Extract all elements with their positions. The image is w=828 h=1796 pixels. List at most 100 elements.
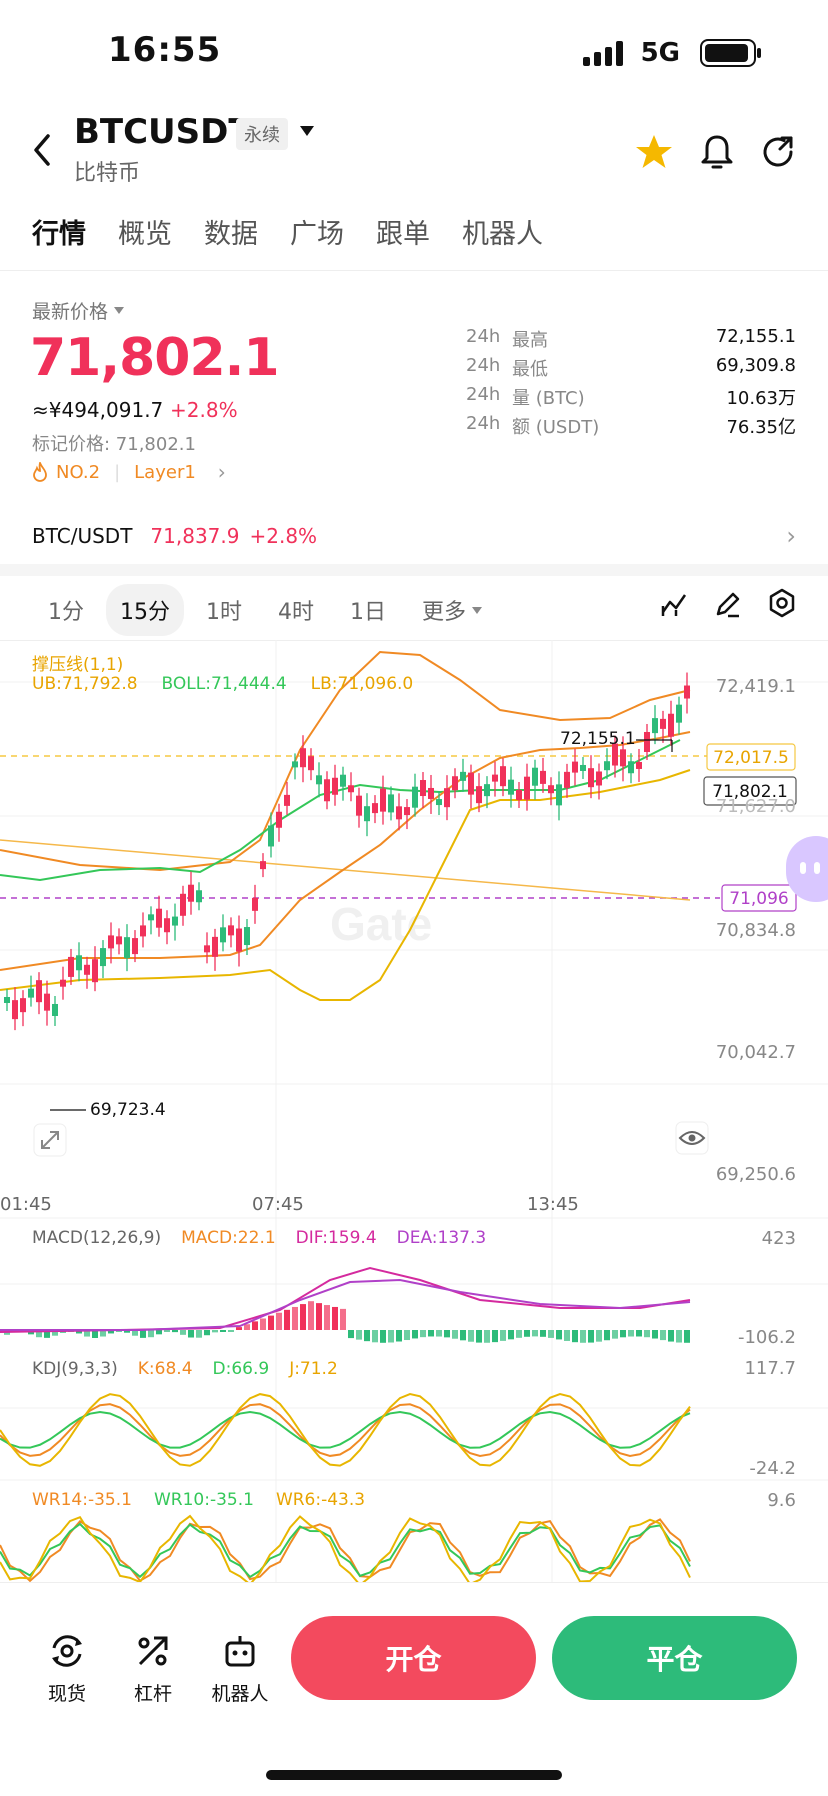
spot-pair-row[interactable]: BTC/USDT 71,837.9 +2.8% › — [32, 522, 796, 550]
tab-data[interactable]: 数据 — [204, 219, 258, 250]
candle-body — [220, 927, 226, 943]
wr14-value: WR14:-35.1 — [32, 1490, 132, 1510]
candle-body — [60, 979, 66, 987]
candle-body — [676, 704, 682, 723]
y-tick: 70,834.8 — [716, 920, 796, 941]
section-divider — [0, 564, 828, 576]
macd-bar — [676, 1330, 682, 1343]
pair-dropdown-icon[interactable] — [300, 126, 314, 136]
macd-bar — [596, 1330, 602, 1342]
macd-bar — [300, 1304, 306, 1330]
wr6-value: WR6:-43.3 — [275, 1490, 366, 1510]
candle-body — [36, 980, 42, 1003]
macd-bar — [356, 1330, 362, 1340]
last-price-label-text: 最新价格 — [32, 301, 109, 323]
candle-body — [492, 774, 498, 782]
nav-spot[interactable]: 现货 — [27, 1632, 107, 1706]
last-price: 71,802.1 — [30, 328, 280, 388]
pair-title[interactable]: BTCUSDT — [74, 112, 252, 152]
candle-body — [92, 959, 98, 983]
interval-divider — [0, 640, 828, 641]
macd-bar — [140, 1330, 146, 1338]
d-line — [0, 1410, 691, 1449]
candle-body — [412, 786, 418, 808]
expand-icon[interactable] — [33, 1123, 67, 1157]
bell-icon[interactable] — [697, 132, 737, 172]
candle-body — [660, 718, 666, 729]
draw-pen-icon[interactable] — [714, 590, 742, 618]
network-label: 5G — [640, 38, 680, 68]
macd-bar — [364, 1330, 370, 1342]
candle-body — [540, 770, 546, 784]
candle-body — [556, 784, 562, 806]
spot-pair: BTC/USDT — [32, 524, 133, 548]
chevron-right-icon: › — [786, 522, 796, 550]
nav-bot[interactable]: 机器人 — [200, 1632, 280, 1706]
macd-bar — [148, 1330, 154, 1338]
macd-bar — [236, 1327, 242, 1330]
interval-4h[interactable]: 4时 — [278, 600, 314, 625]
interval-15m[interactable]: 15分 — [106, 584, 184, 636]
last-price-label[interactable]: 最新价格 — [32, 297, 125, 324]
candle-body — [340, 774, 346, 787]
status-time: 16:55 — [108, 30, 222, 70]
tab-overview[interactable]: 概览 — [118, 219, 172, 250]
stat-key: 最低 — [512, 359, 548, 380]
macd-bar — [252, 1321, 258, 1330]
perpetual-badge: 永续 — [236, 118, 288, 150]
candle-body — [580, 764, 586, 771]
wr-legend[interactable]: WR14:-35.1 WR10:-35.1 WR6:-43.3 — [32, 1490, 365, 1510]
macd-legend[interactable]: MACD(12,26,9) MACD:22.1 DIF:159.4 DEA:13… — [32, 1228, 486, 1248]
wr14-line — [0, 1518, 691, 1583]
candle-body — [172, 916, 178, 926]
assistant-bubble[interactable] — [786, 836, 828, 902]
star-icon[interactable] — [634, 132, 674, 172]
interval-1h[interactable]: 1时 — [206, 600, 242, 625]
k-value: K:68.4 — [137, 1359, 193, 1379]
kline-chart[interactable]: Gate 72,155.1 69,723.4 72,017.5 71,802.1… — [0, 640, 828, 1585]
macd-bar — [204, 1330, 210, 1336]
kdj-legend[interactable]: KDJ(9,3,3) K:68.4 D:66.9 J:71.2 — [32, 1359, 338, 1379]
candle-body — [372, 803, 378, 814]
macd-bar — [164, 1330, 170, 1332]
candle-body — [620, 749, 626, 767]
indicator-title[interactable]: 撑压线(1,1) — [32, 655, 124, 675]
back-icon[interactable] — [28, 130, 58, 170]
nav-lever[interactable]: 杠杆 — [113, 1632, 193, 1706]
macd-bar — [228, 1330, 234, 1332]
macd-bar — [100, 1330, 106, 1337]
macd-bar — [516, 1330, 522, 1338]
candle-body — [252, 897, 258, 911]
stat-row-volume: 24h 量 (BTC) 10.63万 — [466, 384, 796, 409]
tab-copy-trade[interactable]: 跟单 — [376, 219, 430, 250]
macd-bar — [44, 1330, 50, 1338]
wr-lines — [0, 1514, 691, 1585]
interval-1d[interactable]: 1日 — [350, 600, 386, 625]
macd-bar — [308, 1301, 314, 1330]
tab-square[interactable]: 广场 — [290, 219, 344, 250]
macd-bar — [508, 1330, 514, 1340]
spot-change: +2.8% — [249, 524, 318, 548]
j-value: J:71.2 — [289, 1359, 338, 1379]
indicator-icon[interactable] — [660, 590, 688, 618]
macd-bar — [396, 1330, 402, 1342]
macd-top: 423 — [762, 1228, 796, 1249]
macd-bar — [124, 1330, 130, 1333]
macd-bar — [220, 1330, 226, 1332]
interval-more[interactable]: 更多 — [408, 584, 496, 636]
eye-icon[interactable] — [675, 1121, 709, 1155]
share-icon[interactable] — [758, 132, 798, 172]
candle-body — [148, 914, 154, 921]
tab-bot[interactable]: 机器人 — [462, 219, 543, 250]
rank-row[interactable]: NO.2 | Layer1 › — [32, 460, 226, 484]
interval-selector: 1分 15分 1时 4时 1日 更多 — [34, 584, 504, 636]
candle-body — [508, 779, 514, 795]
macd-bar — [188, 1330, 194, 1338]
interval-1m[interactable]: 1分 — [48, 600, 84, 625]
open-position-button[interactable]: 开仓 — [291, 1616, 536, 1700]
candle-body — [460, 771, 466, 781]
tab-market[interactable]: 行情 — [32, 219, 86, 250]
candle-body — [476, 786, 482, 804]
close-position-button[interactable]: 平仓 — [552, 1616, 797, 1700]
settings-icon[interactable] — [767, 588, 797, 618]
